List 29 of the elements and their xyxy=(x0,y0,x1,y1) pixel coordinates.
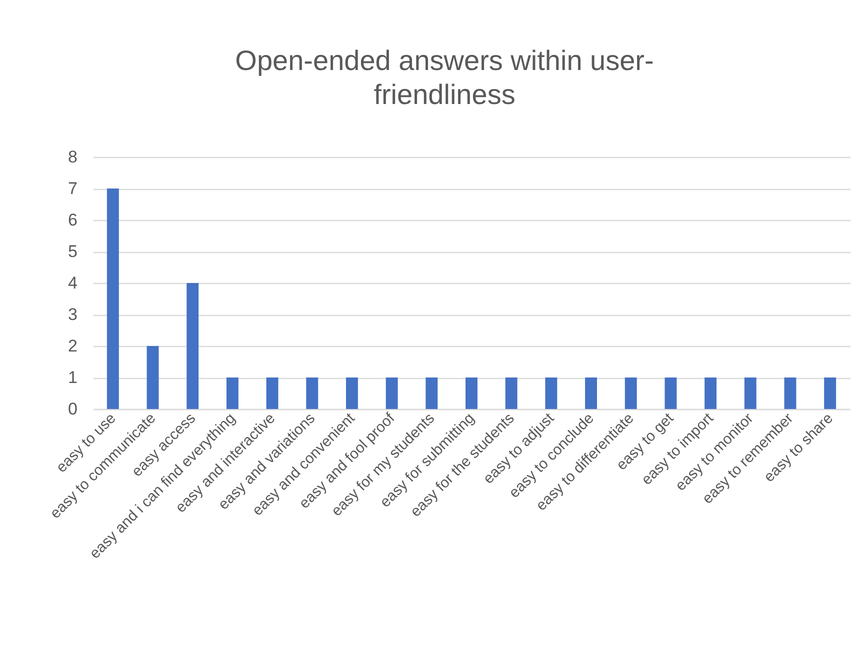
y-tick-label: 3 xyxy=(68,305,78,324)
y-tick-label: 1 xyxy=(68,368,78,387)
bar xyxy=(346,378,358,409)
bar xyxy=(266,378,278,409)
bar xyxy=(226,378,238,409)
bar xyxy=(146,346,159,409)
y-tick-label: 8 xyxy=(68,148,78,166)
chart-title: Open-ended answers within user-friendliness xyxy=(235,45,654,110)
y-tick-label: 2 xyxy=(68,336,78,356)
bar xyxy=(505,378,518,409)
y-tick-label: 5 xyxy=(68,242,78,261)
bar xyxy=(386,378,398,409)
y-tick-label: 4 xyxy=(68,274,78,292)
y-tick-label: 7 xyxy=(68,179,78,198)
y-tick-label: 0 xyxy=(68,400,78,418)
bar xyxy=(186,283,199,409)
bar xyxy=(466,378,478,409)
bar xyxy=(106,188,119,409)
bar xyxy=(744,378,756,409)
bar xyxy=(624,378,637,409)
bar xyxy=(426,378,438,409)
bar xyxy=(824,378,836,409)
bar xyxy=(545,378,558,409)
bar xyxy=(306,378,318,409)
y-tick-label: 6 xyxy=(68,210,78,230)
bar xyxy=(585,378,598,409)
bar xyxy=(704,378,717,409)
bar xyxy=(784,378,796,409)
bar xyxy=(664,378,677,409)
